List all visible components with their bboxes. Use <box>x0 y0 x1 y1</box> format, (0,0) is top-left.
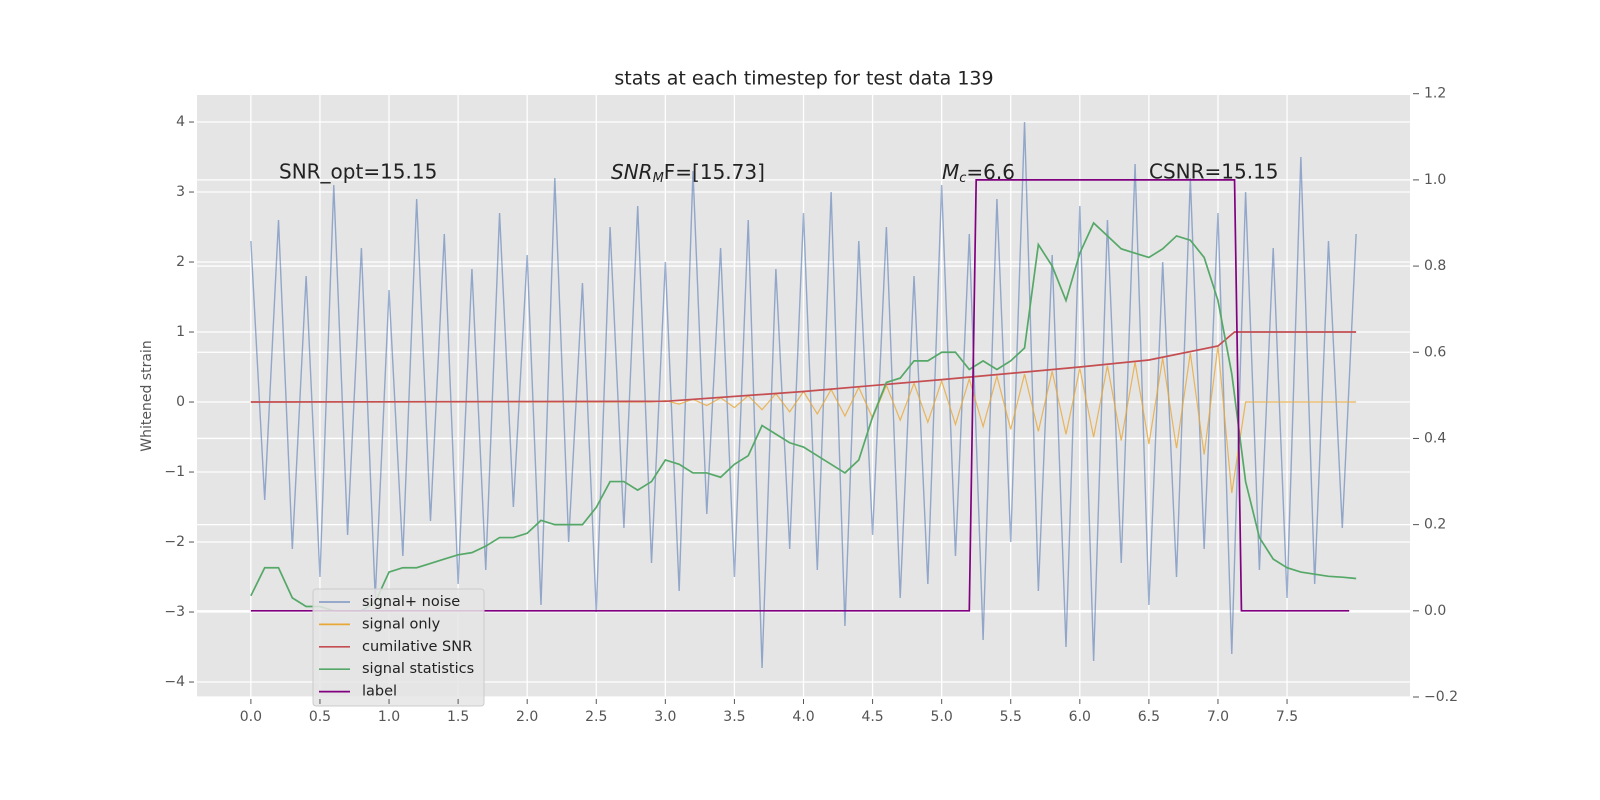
x-tick-label: 1.0 <box>378 709 400 725</box>
series-line <box>250 179 1350 612</box>
y-tick-label: 2 <box>176 254 185 270</box>
y2-tick-label: 0.4 <box>1424 430 1446 446</box>
y2-tick-label: 0.6 <box>1424 344 1446 360</box>
x-tick-label: 0.0 <box>240 709 262 725</box>
annotation: CSNR=15.15 <box>1149 160 1279 184</box>
annotation-part: =6.6 <box>966 160 1015 184</box>
x-tick-label: 0.5 <box>309 709 331 725</box>
y-axis-label: Whitened strain <box>139 340 155 451</box>
x-tick-label: 5.5 <box>1000 709 1022 725</box>
x-tick-label: 6.0 <box>1069 709 1091 725</box>
legend: signal+ noise signal only cumilative SNR si… <box>312 588 485 707</box>
chart-title: stats at each timestep for test data 139 <box>614 68 993 90</box>
y2-tick-label: 0.8 <box>1424 258 1446 274</box>
y2-tick-label: 0.0 <box>1424 603 1446 619</box>
annotation: Mc=6.6 <box>942 160 1015 186</box>
x-tick-label: 2.0 <box>516 709 538 725</box>
y-tick-label: 1 <box>176 324 185 340</box>
series-line <box>250 331 1357 403</box>
y-tick-label: −3 <box>164 604 185 620</box>
legend-label: signal+ noise <box>362 594 460 610</box>
y-tick-label: 0 <box>176 394 185 410</box>
annotation-sub: M <box>653 171 664 186</box>
marks <box>250 121 1357 669</box>
y-tick-label: −1 <box>164 464 185 480</box>
y-tick-label: −4 <box>164 674 185 690</box>
x-tick-label: 4.5 <box>861 709 883 725</box>
y2-tick-label: 1.2 <box>1424 86 1446 102</box>
legend-label: cumilative SNR <box>362 639 472 655</box>
legend-label: signal only <box>362 616 441 632</box>
x-tick-label: 3.5 <box>723 709 745 725</box>
annotation-part: M <box>942 160 959 184</box>
annotation: SNR_opt=15.15 <box>279 160 437 184</box>
x-tick-label: 3.0 <box>654 709 676 725</box>
annotation: SNRMF=[15.73] <box>611 160 765 186</box>
x-tick-label: 7.5 <box>1276 709 1298 725</box>
x-tick-label: 7.0 <box>1207 709 1229 725</box>
legend-box <box>312 588 485 707</box>
y2-tick-label: 1.0 <box>1424 172 1446 188</box>
x-tick-label: 4.0 <box>792 709 814 725</box>
legend-label: signal statistics <box>362 661 474 677</box>
annotation-part: SNR <box>611 160 653 184</box>
x-tick-label: 5.0 <box>931 709 953 725</box>
x-tick-label: 6.5 <box>1138 709 1160 725</box>
annotation-part: F=[15.73] <box>664 160 765 184</box>
y-tick-label: −2 <box>164 534 185 550</box>
annotation-sub: c <box>959 171 966 186</box>
x-tick-label: 2.5 <box>585 709 607 725</box>
y2-tick-label: −0.2 <box>1424 689 1458 705</box>
y-tick-label: 3 <box>176 184 185 200</box>
y-tick-label: 4 <box>176 114 185 130</box>
series-line <box>250 121 1357 669</box>
legend-label: label <box>362 684 397 700</box>
series-line <box>250 221 1357 612</box>
x-tick-label: 1.5 <box>447 709 469 725</box>
y2-tick-label: 0.2 <box>1424 517 1446 533</box>
